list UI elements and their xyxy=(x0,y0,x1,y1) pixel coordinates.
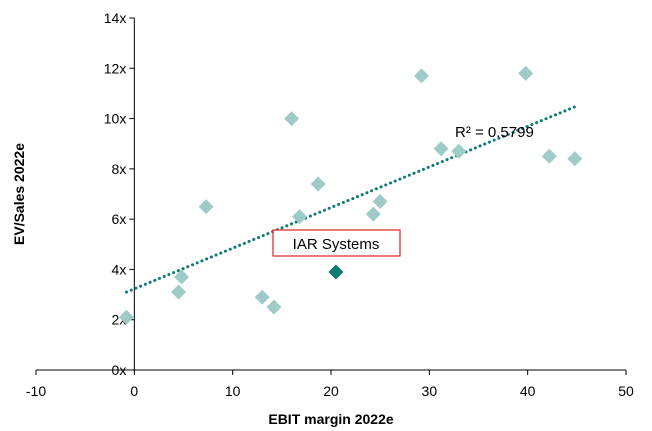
y-tick-label: 12x xyxy=(104,60,127,76)
data-point xyxy=(413,68,429,84)
x-tick-label: 30 xyxy=(422,383,438,399)
data-point xyxy=(451,143,467,159)
trendline-r2-label: R² = 0.5799 xyxy=(455,124,534,141)
x-axis-ticks: -10 0 10 20 30 40 50 xyxy=(26,370,634,399)
iar-systems-annotation: IAR Systems xyxy=(272,229,401,257)
data-point xyxy=(310,176,326,192)
x-tick-label: 40 xyxy=(520,383,536,399)
data-point xyxy=(541,148,557,164)
data-point xyxy=(198,199,214,215)
y-tick-label: 10x xyxy=(104,111,127,127)
x-tick-label: 50 xyxy=(618,383,634,399)
y-tick-label: 6x xyxy=(112,211,127,227)
y-tick-label: 4x xyxy=(112,261,127,277)
data-point xyxy=(292,209,308,225)
data-point xyxy=(171,284,187,300)
data-point xyxy=(518,65,534,81)
data-point xyxy=(284,111,300,127)
data-point xyxy=(118,309,134,325)
y-tick-label: 14x xyxy=(104,10,127,26)
y-axis-title: EV/Sales 2022e xyxy=(11,143,27,245)
annotation-label: IAR Systems xyxy=(293,236,380,253)
x-axis-title: EBIT margin 2022e xyxy=(268,411,393,427)
y-tick-label: 8x xyxy=(112,161,127,177)
data-point xyxy=(567,151,583,167)
data-point xyxy=(174,269,190,285)
data-point xyxy=(254,289,270,305)
data-point xyxy=(365,206,381,222)
data-points xyxy=(118,65,583,325)
x-tick-label: 0 xyxy=(130,383,138,399)
x-tick-label: 10 xyxy=(225,383,241,399)
trendline xyxy=(124,104,579,294)
x-tick-label: 20 xyxy=(323,383,339,399)
data-point xyxy=(433,141,449,157)
data-point xyxy=(266,299,282,315)
highlighted-data-point xyxy=(328,264,344,280)
annotation-box xyxy=(272,229,401,257)
x-tick-label: -10 xyxy=(26,383,46,399)
data-point xyxy=(372,194,388,210)
